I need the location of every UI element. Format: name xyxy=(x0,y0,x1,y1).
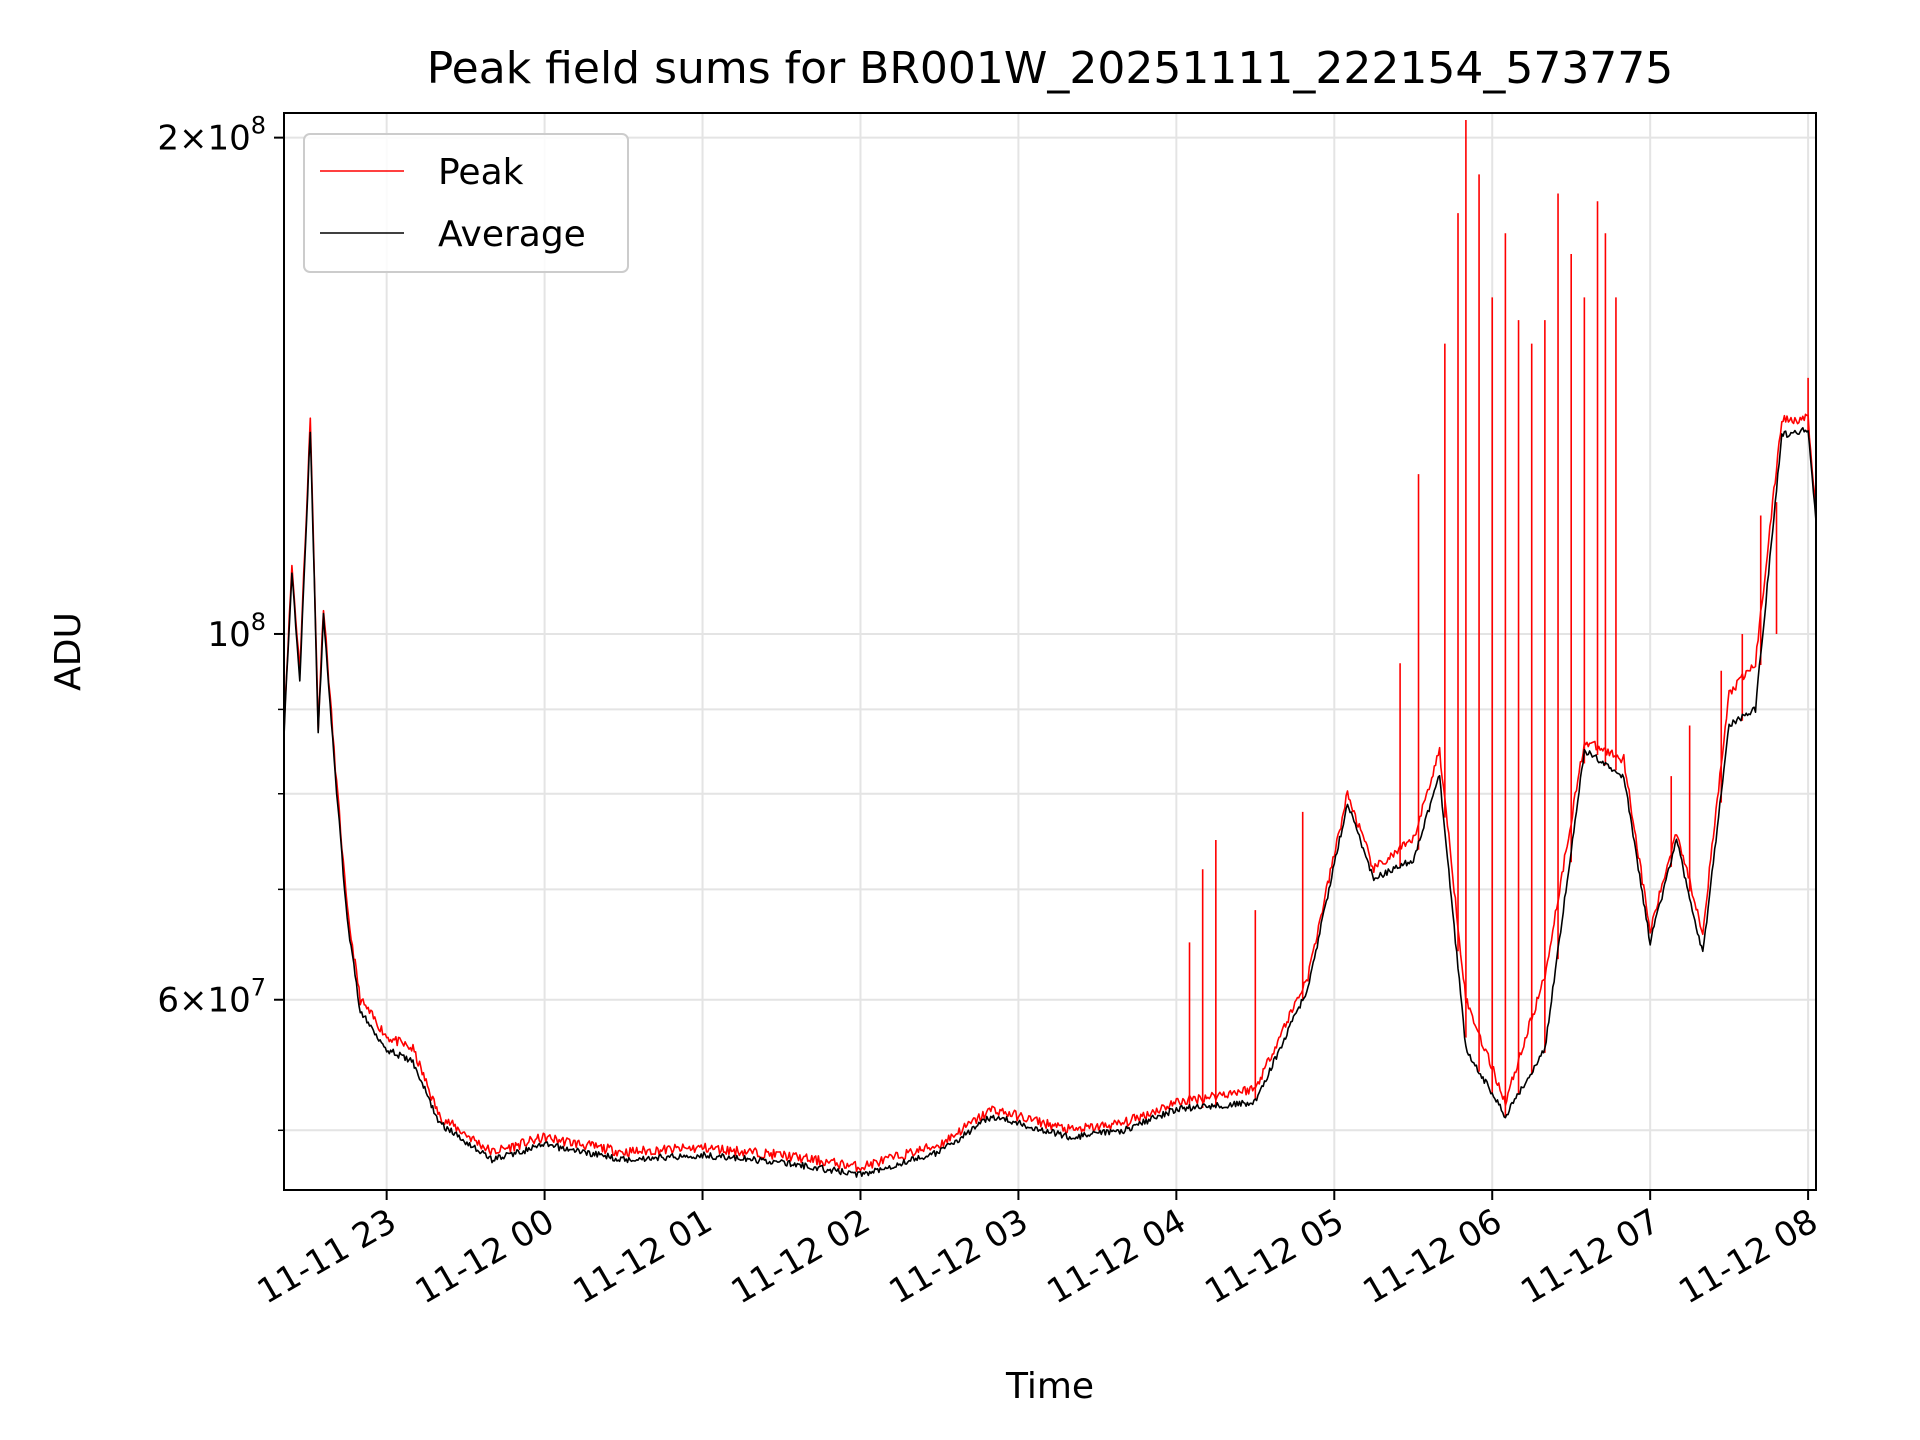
y-tick-label: 108 xyxy=(207,608,266,655)
series-line-average xyxy=(283,427,1817,1178)
series-layer xyxy=(283,119,1817,1178)
chart-title: Peak field sums for BR001W_20251111_2221… xyxy=(427,43,1674,94)
y-tick-label: 6×107 xyxy=(157,974,266,1021)
grid xyxy=(284,113,1816,1190)
y-axis-label: ADU xyxy=(48,612,89,691)
legend-label-average: Average xyxy=(438,214,586,255)
x-axis-label: Time xyxy=(1005,1366,1094,1407)
series-line-peak xyxy=(283,413,1817,1172)
plot-frame xyxy=(283,112,1817,1191)
legend-label-peak: Peak xyxy=(438,152,524,193)
y-axis: 6×107 108 2×108 xyxy=(157,112,284,1132)
legend: Peak Average xyxy=(303,133,629,273)
y-tick-label: 2×108 xyxy=(157,112,266,159)
legend-box xyxy=(303,133,629,273)
